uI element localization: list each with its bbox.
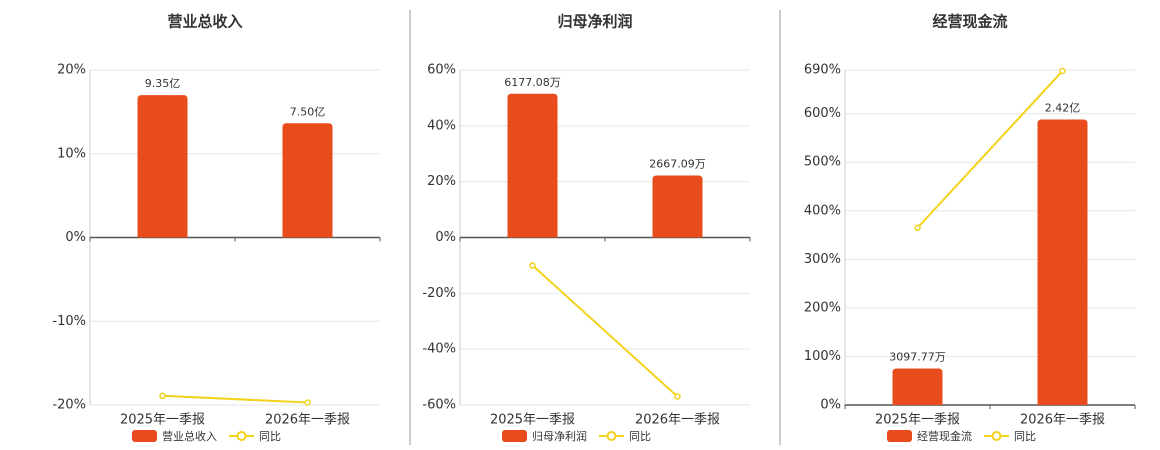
- y-tick-label: 500%: [804, 155, 841, 170]
- value-label: 2.42亿: [1045, 102, 1081, 115]
- line: [531, 264, 679, 398]
- y-tick-label: 600%: [804, 106, 841, 121]
- legend-label: 经营现金流: [917, 429, 972, 443]
- x-tick-label: 2026年一季报: [1020, 413, 1105, 428]
- legend-swatch: [991, 431, 1002, 441]
- y-tick-label: -10%: [52, 314, 86, 329]
- bar: [1037, 119, 1088, 406]
- y-tick-label: -20%: [422, 286, 456, 301]
- legend-swatch: [887, 430, 912, 442]
- chart-title: 经营现金流: [932, 13, 1007, 31]
- value-label: 6177.08万: [504, 76, 561, 89]
- y-tick-label: 300%: [804, 252, 841, 267]
- value-label: 9.35亿: [145, 77, 181, 90]
- legend-label: 同比: [259, 430, 281, 443]
- legend-swatch: [502, 430, 527, 442]
- y-tick-label: -40%: [422, 342, 456, 357]
- chart-title: 营业总收入: [167, 13, 242, 31]
- legend-label: 营业总收入: [162, 429, 217, 443]
- y-tick-label: 10%: [57, 146, 86, 161]
- bar: [892, 368, 943, 405]
- y-tick-label: -60%: [422, 398, 456, 413]
- x-tick-label: 2026年一季报: [635, 413, 720, 428]
- value-label: 2667.09万: [649, 157, 706, 170]
- legend-label: 同比: [629, 430, 651, 443]
- y-tick-label: 0%: [820, 398, 841, 413]
- line-point: [304, 399, 311, 406]
- y-tick-label: 100%: [804, 349, 841, 364]
- y-tick-label: 400%: [804, 203, 841, 218]
- bar: [652, 175, 703, 238]
- line: [916, 70, 1064, 229]
- x-tick-label: 2025年一季报: [490, 413, 575, 428]
- y-tick-label: 40%: [427, 118, 456, 133]
- legend-label: 同比: [1014, 430, 1036, 443]
- line-point: [914, 224, 921, 232]
- legend-swatch: [236, 431, 247, 441]
- value-label: 7.50亿: [290, 105, 326, 118]
- value-label: 3097.77万: [889, 350, 946, 363]
- x-tick-label: 2026年一季报: [265, 413, 350, 428]
- bar: [137, 95, 188, 238]
- line-point: [1059, 67, 1066, 75]
- y-tick-label: 200%: [804, 300, 841, 315]
- bar: [282, 123, 333, 238]
- chart-title: 归母净利润: [557, 13, 632, 31]
- y-tick-label: 0%: [65, 230, 86, 245]
- x-tick-label: 2025年一季报: [875, 413, 960, 428]
- x-tick-label: 2025年一季报: [120, 413, 205, 428]
- y-tick-label: -20%: [52, 398, 86, 413]
- legend-swatch: [606, 431, 617, 441]
- y-tick-label: 60%: [427, 63, 456, 78]
- line-point: [159, 392, 166, 400]
- legend-label: 归母净利润: [532, 429, 587, 443]
- y-tick-label: 0%: [435, 230, 456, 245]
- legend-swatch: [132, 430, 157, 442]
- bar: [507, 93, 558, 238]
- line-point: [529, 262, 536, 269]
- y-tick-label: 690%: [804, 63, 841, 78]
- line: [162, 394, 308, 404]
- line-point: [674, 393, 681, 400]
- y-tick-label: 20%: [427, 174, 456, 189]
- y-tick-label: 20%: [57, 63, 86, 78]
